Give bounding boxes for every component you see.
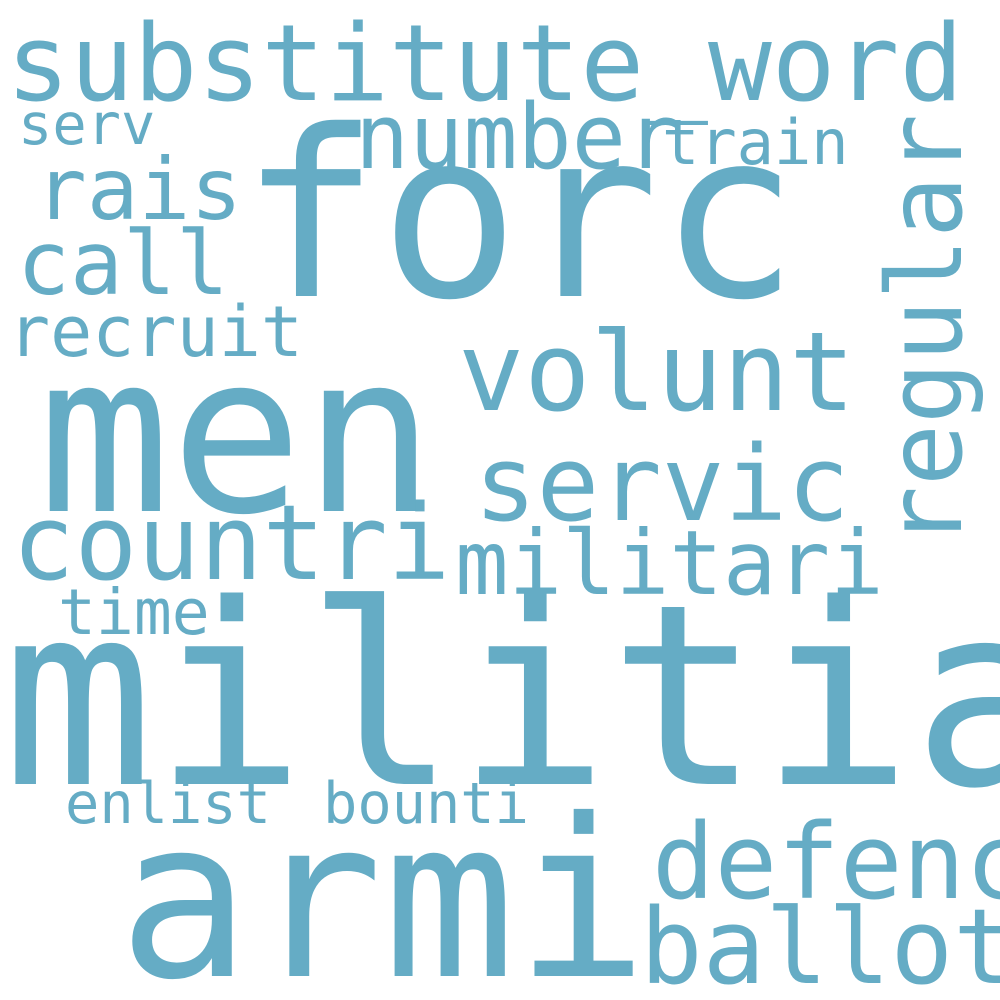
word-ballot: ballot: [640, 886, 1000, 1000]
word-armi: armi: [118, 772, 648, 1000]
word-men: men: [38, 307, 436, 563]
word-servic: servic: [474, 423, 850, 545]
word-militia: militia: [2, 551, 1000, 844]
word-substitute-word: substitute_word: [6, 2, 964, 125]
word-militari: militari: [455, 511, 884, 615]
word-time: time: [58, 576, 210, 649]
word-serv: serv: [18, 92, 156, 158]
word-number: number: [355, 85, 681, 190]
word-forc: forc: [240, 81, 799, 351]
word-countri: countri: [12, 482, 451, 604]
word-enlist: enlist: [65, 771, 271, 837]
word-volunt: volunt: [458, 308, 856, 436]
word-bounti: bounti: [323, 771, 529, 837]
word-rais: rais: [35, 140, 243, 240]
word-recruit: recruit: [8, 291, 304, 373]
word-regular: regular: [866, 113, 986, 548]
word-train: train: [662, 106, 849, 179]
word-defenc: defenc: [652, 801, 1000, 923]
word-call: call: [17, 212, 229, 315]
